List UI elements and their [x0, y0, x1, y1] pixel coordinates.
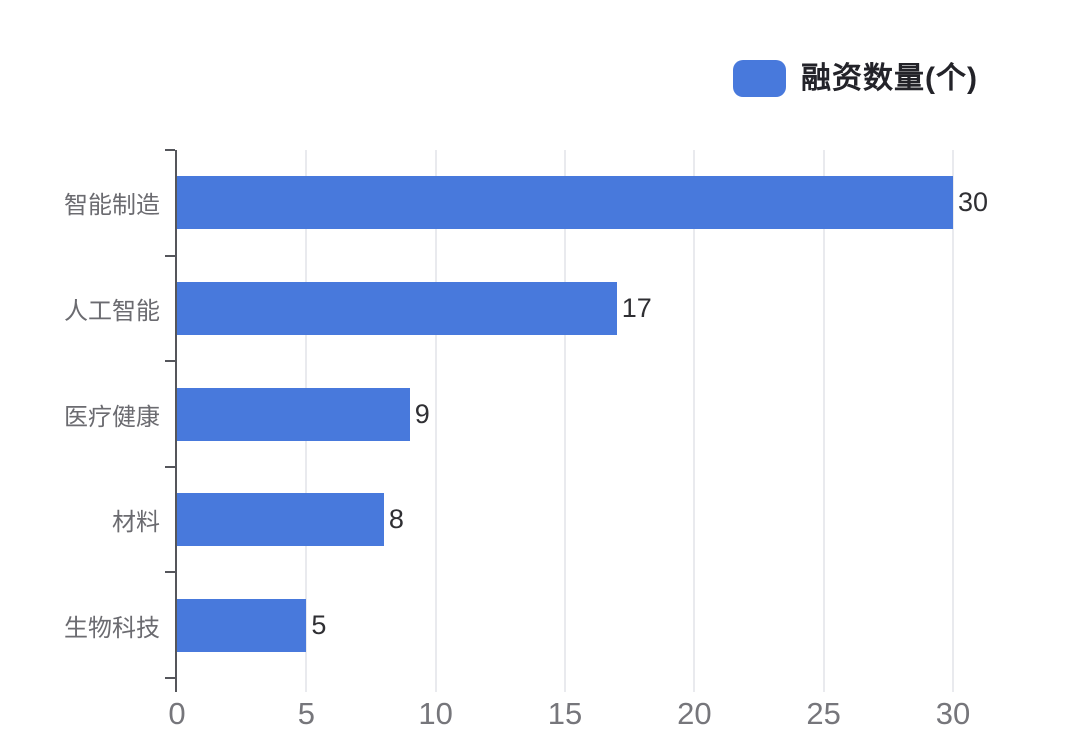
x-axis-tick	[564, 678, 566, 692]
legend-swatch	[733, 60, 786, 97]
x-tick-label: 15	[547, 696, 583, 731]
legend[interactable]: 融资数量(个)	[733, 60, 978, 97]
y-axis-tick	[165, 677, 175, 679]
y-axis-tick	[165, 149, 175, 151]
x-axis-tick	[952, 678, 954, 692]
x-tick-label: 25	[806, 696, 841, 731]
category-label: 智能制造	[64, 192, 160, 220]
bar-value-label: 9	[414, 398, 430, 429]
bar[interactable]	[177, 598, 307, 652]
category-label: 医疗健康	[64, 403, 160, 431]
y-axis-tick	[165, 465, 175, 468]
x-tick-label: 30	[935, 696, 971, 731]
bar[interactable]	[177, 387, 410, 441]
x-tick-label: 20	[677, 696, 712, 731]
x-axis-tick	[305, 678, 308, 692]
gridline	[693, 150, 696, 678]
category-label: 人工智能	[64, 297, 160, 325]
category-label: 材料	[112, 509, 160, 537]
x-axis-tick	[822, 678, 825, 692]
bar-value-label: 30	[958, 187, 989, 218]
gridline	[822, 150, 825, 678]
bar-value-label: 5	[311, 609, 327, 640]
bar-value-label: 8	[388, 504, 404, 535]
bar-value-label: 17	[621, 292, 652, 323]
bar[interactable]	[177, 176, 953, 230]
gridline	[434, 150, 437, 678]
x-tick-label: 0	[168, 696, 186, 731]
x-tick-label: 5	[297, 696, 315, 731]
bar[interactable]	[177, 493, 384, 547]
y-axis-tick	[165, 360, 175, 363]
gridline	[564, 150, 566, 678]
y-axis-tick	[165, 571, 175, 574]
category-label: 生物科技	[64, 614, 160, 642]
bar[interactable]	[177, 281, 617, 335]
y-axis-tick	[165, 254, 175, 257]
y-axis-line	[175, 150, 177, 692]
legend-label: 融资数量(个)	[801, 62, 978, 95]
x-axis-tick	[693, 678, 696, 692]
x-axis-tick	[434, 678, 437, 692]
gridline	[952, 150, 954, 678]
x-tick-label: 10	[418, 696, 453, 731]
plot-area: 0 5 10 15 20 25 30 30 智能制造 17 人工智能 9 医疗健康 8 材料 5 生物科技	[64, 149, 988, 731]
